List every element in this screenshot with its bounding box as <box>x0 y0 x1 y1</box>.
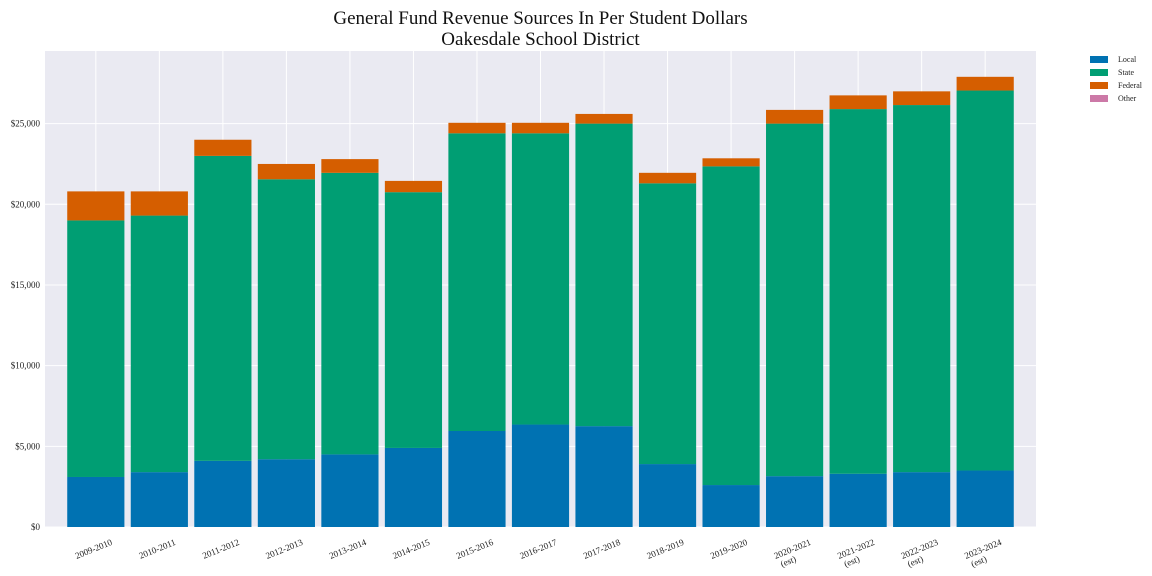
x-tick-label: 2019-2020 <box>709 537 749 561</box>
x-tick-label: 2021-2022(est) <box>836 537 880 570</box>
bar-local <box>130 472 188 527</box>
legend-swatch <box>1090 95 1108 102</box>
bar-local <box>321 454 379 527</box>
y-tick-label: $15,000 <box>11 280 41 290</box>
bar-federal <box>448 122 506 134</box>
bar-state <box>511 133 570 425</box>
bar-local <box>829 473 887 527</box>
legend-swatch <box>1090 69 1108 76</box>
bar-federal <box>956 76 1014 91</box>
bar-federal <box>321 159 379 173</box>
legend: Local State Federal Other <box>1090 53 1142 105</box>
x-tick-label: 2013-2014 <box>328 537 368 561</box>
bar-local <box>511 424 570 527</box>
chart-subtitle-line: Oakesdale School District <box>441 29 640 50</box>
bar-federal <box>638 172 697 184</box>
bar-state <box>956 90 1014 471</box>
legend-item-local: Local <box>1090 53 1142 66</box>
bar-local <box>67 476 125 527</box>
y-tick-label: $5,000 <box>15 441 40 451</box>
x-tick-label: 2009-2010 <box>74 537 114 561</box>
bar-local <box>766 476 824 527</box>
bar-federal <box>194 139 252 156</box>
bar-federal <box>130 191 188 216</box>
bar-federal <box>829 95 887 110</box>
bar-federal <box>766 109 824 124</box>
bar-local <box>702 485 760 527</box>
bar-state <box>321 172 379 455</box>
bar-state <box>638 183 697 465</box>
bar-local <box>384 447 443 527</box>
bar-local <box>893 472 951 527</box>
chart-title-line: General Fund Revenue Sources In Per Stud… <box>333 8 748 29</box>
legend-label: Other <box>1118 94 1137 103</box>
bar-state <box>893 105 951 473</box>
bar-federal <box>384 180 443 193</box>
bar-state <box>702 166 760 486</box>
bar-federal <box>257 163 315 180</box>
bar-state <box>257 179 315 460</box>
bar-state <box>384 192 443 448</box>
legend-item-state: State <box>1090 66 1142 79</box>
legend-swatch <box>1090 56 1108 63</box>
x-tick-label: 2022-2023(est) <box>899 537 943 570</box>
bar-federal <box>575 113 633 124</box>
legend-swatch <box>1090 82 1108 89</box>
chart-title: General Fund Revenue Sources In Per Stud… <box>45 8 1036 50</box>
x-tick-label: 2017-2018 <box>582 537 622 561</box>
y-tick-label: $0 <box>31 522 41 532</box>
y-axis-ticks: $0 $5,000 $10,000 $15,000 $20,000 $25,000 <box>11 119 41 532</box>
x-tick-label: 2012-2013 <box>264 537 304 561</box>
y-tick-label: $25,000 <box>11 119 41 129</box>
bars <box>67 76 1014 527</box>
x-tick-label: 2023-2024(est) <box>963 537 1007 570</box>
bar-local <box>194 460 252 527</box>
bar-federal <box>893 91 951 106</box>
bar-state <box>67 220 125 477</box>
x-tick-label: 2010-2011 <box>137 537 177 561</box>
legend-label: Local <box>1118 55 1137 64</box>
y-tick-label: $10,000 <box>11 361 41 371</box>
x-tick-label: 2015-2016 <box>455 537 495 561</box>
x-tick-label: 2016-2017 <box>518 537 558 561</box>
legend-label: Federal <box>1118 81 1142 90</box>
bar-local <box>448 430 506 527</box>
bar-federal <box>67 191 125 221</box>
bar-state <box>130 215 188 473</box>
bar-state <box>829 109 887 474</box>
bar-federal <box>702 158 760 167</box>
bar-state <box>575 123 633 427</box>
bar-state <box>766 123 824 477</box>
x-tick-label: 2014-2015 <box>391 537 431 561</box>
y-tick-label: $20,000 <box>11 199 41 209</box>
bar-local <box>638 464 697 527</box>
bar-federal <box>511 122 570 134</box>
legend-item-federal: Federal <box>1090 79 1142 92</box>
bar-local <box>956 470 1014 527</box>
x-tick-label: 2020-2021(est) <box>772 537 816 570</box>
bar-state <box>194 155 252 461</box>
legend-item-other: Other <box>1090 92 1142 105</box>
x-axis-ticks: 2009-2010 2010-2011 2011-2012 2012-2013 2013… <box>74 537 1007 570</box>
x-tick-label: 2011-2012 <box>201 537 241 561</box>
legend-label: State <box>1118 68 1134 77</box>
x-tick-label: 2018-2019 <box>645 537 685 561</box>
bar-local <box>257 459 315 527</box>
bar-local <box>575 426 633 527</box>
bar-state <box>448 133 506 431</box>
